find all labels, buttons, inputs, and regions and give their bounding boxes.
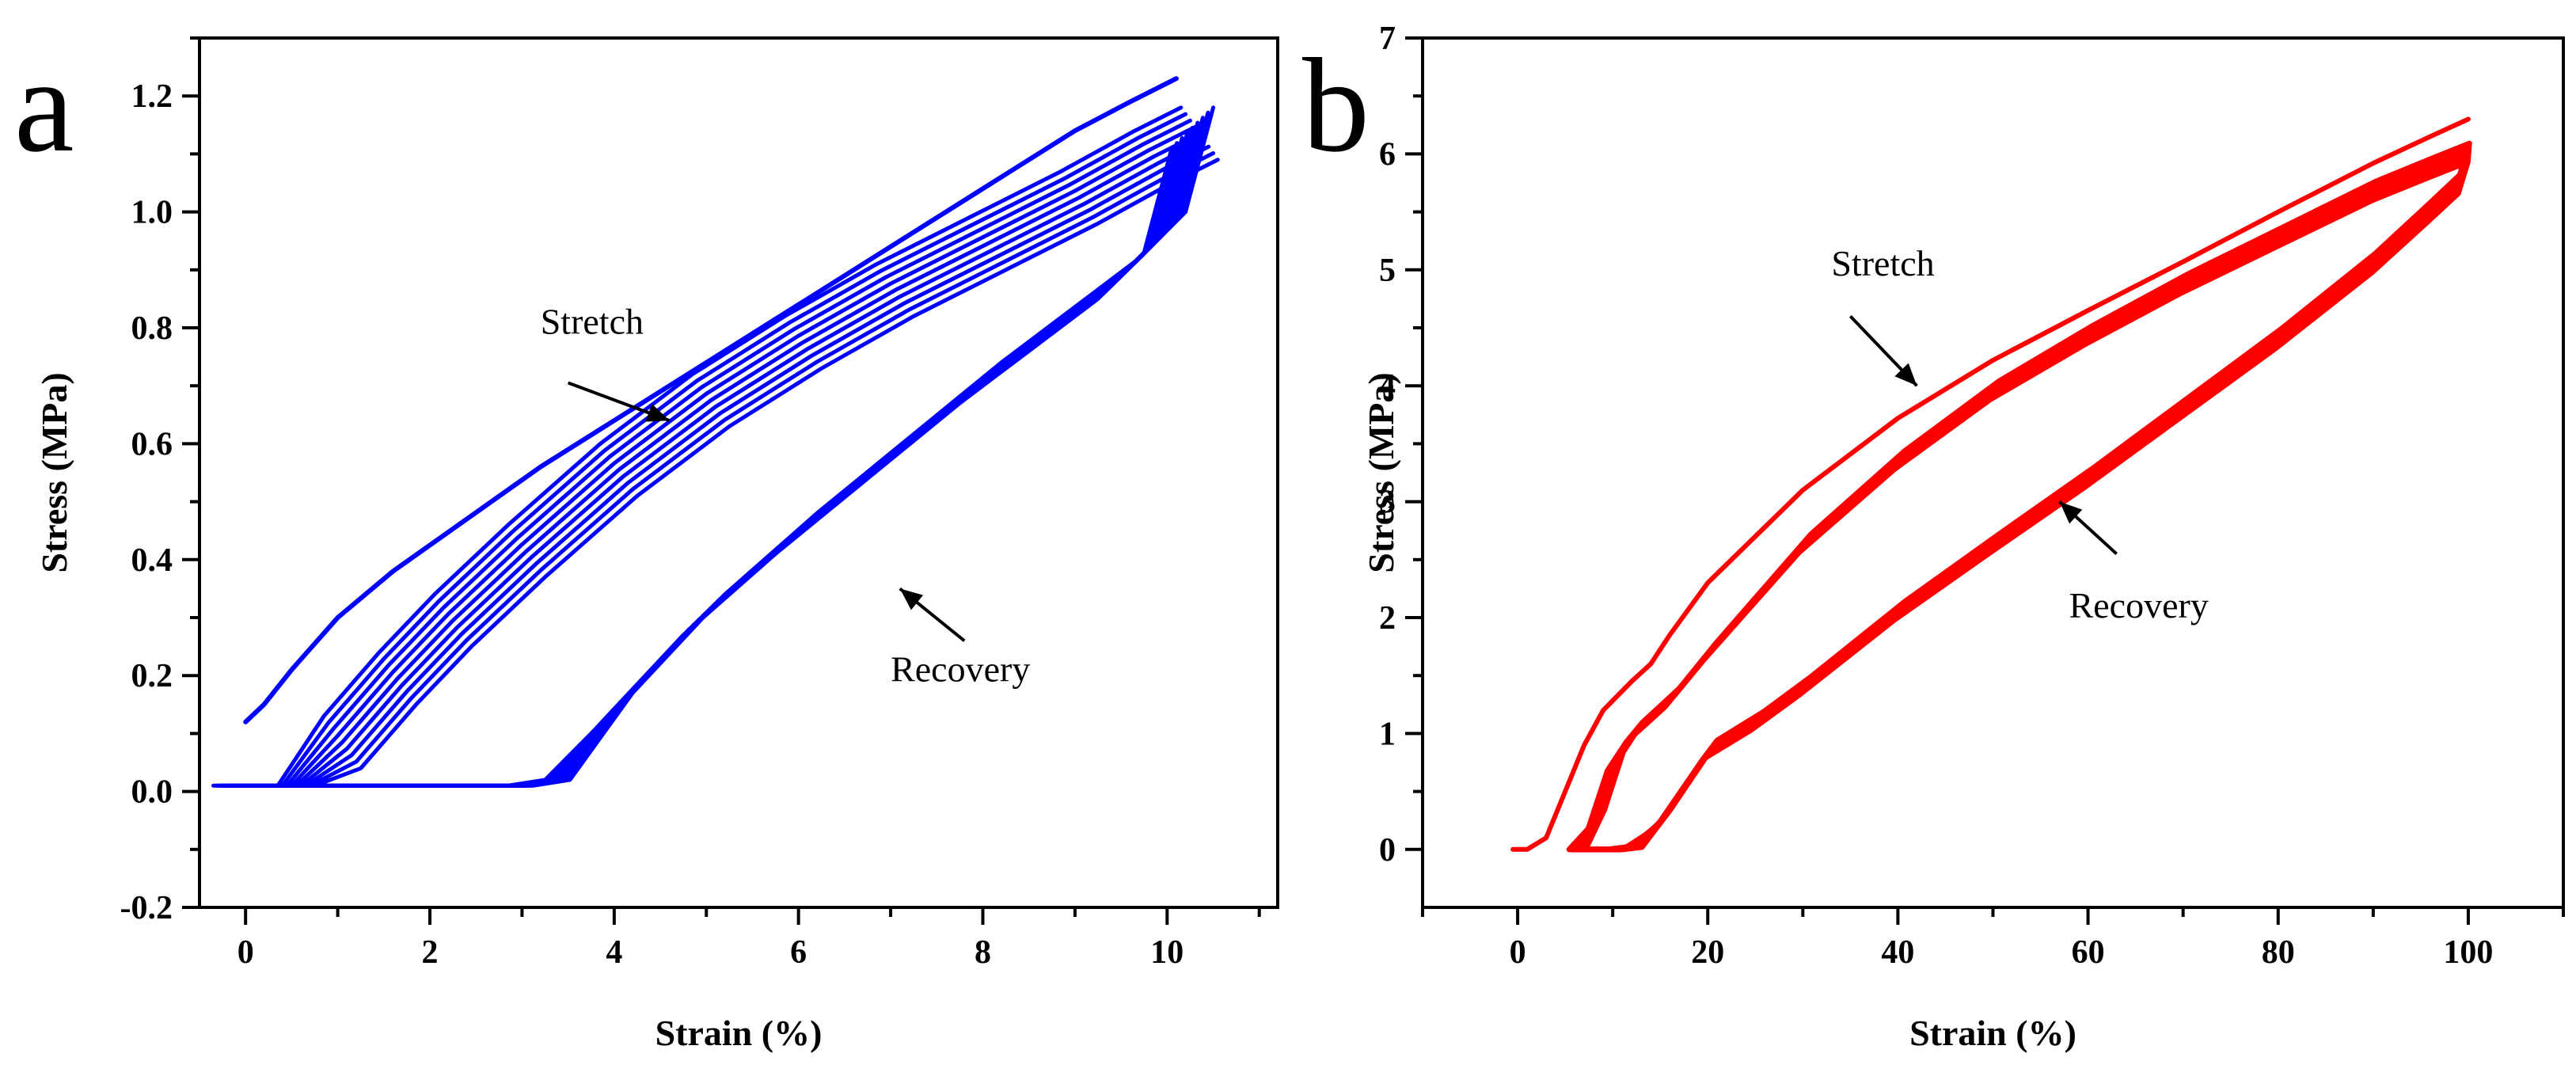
y-tick-label: 4 [1379, 368, 1396, 405]
y-tick-label: 1.2 [131, 78, 173, 115]
series-first-cycle-cycle-1 [1510, 116, 2471, 852]
series-stretch-band-cycle-3 [1570, 154, 2472, 853]
y-tick-label: 6 [1379, 136, 1396, 173]
y-tick-label: 0.6 [131, 426, 173, 462]
x-tick-label: 0 [237, 934, 254, 971]
series-recovery-band-cycle-1 [1566, 159, 2471, 853]
series-recovery-band-cycle-6 [226, 120, 1200, 788]
annotation-stretch: Stretch [1831, 243, 1934, 283]
y-tick-label: 3 [1379, 485, 1396, 521]
series-group [211, 76, 1220, 788]
series-recovery-band-cycle-4 [1572, 152, 2472, 853]
y-tick-label: 1 [1379, 716, 1396, 752]
y-tick-label: 0.4 [131, 542, 173, 579]
x-tick-label: 80 [2262, 934, 2295, 971]
y-axis-title: Stress (MPa) [34, 372, 74, 572]
x-tick-label: 6 [790, 934, 807, 971]
series-recovery-band-cycle-9 [1582, 140, 2472, 853]
x-tick-label: 4 [606, 934, 622, 971]
series-stretch-band-cycle-8 [280, 112, 1188, 788]
x-tick-label: 10 [1150, 934, 1184, 971]
annotation-arrow-head [2059, 501, 2083, 524]
x-tick-label: 0 [1510, 934, 1526, 971]
x-tick-label: 20 [1691, 934, 1724, 971]
series-group [1510, 116, 2472, 853]
series-recovery-band-cycle-9 [236, 105, 1216, 788]
x-axis-title: Strain (%) [1909, 1013, 2076, 1053]
annotation-recovery: Recovery [891, 649, 1030, 690]
x-tick-label: 2 [422, 934, 439, 971]
annotation-arrow-head [899, 588, 924, 610]
x-tick-label: 100 [2443, 934, 2493, 971]
series-stretch-band-cycle-1 [313, 158, 1220, 788]
series-stretch-band-cycle-1 [1566, 159, 2471, 853]
series-stretch-band-cycle-9 [275, 105, 1184, 788]
panel-a-stress-strain-chart: 0 2 4 6 8 10 -0.2 0.0 0.2 0.4 0.6 0.8 1.0 1.2 Strain (… [14, 31, 1279, 1053]
y-tick-label: 7 [1379, 21, 1396, 57]
annotation-arrow-head [1894, 363, 1917, 386]
y-tick-label: 5 [1379, 253, 1396, 289]
series-stretch-band-cycle-6 [289, 125, 1197, 788]
panel-b-stress-strain-chart: 0 20 40 60 80 100 0 1 2 3 4 5 6 7 Strain (%) Stress (MP… [1302, 21, 2565, 1053]
series-stretch-band-cycle-9 [1582, 140, 2472, 853]
plot-frame [198, 36, 1279, 909]
series-stretch-band-cycle-2 [308, 150, 1216, 788]
annotation-stretch: Stretch [541, 301, 644, 341]
series-first-cycle-cycle-1 [243, 76, 1179, 724]
series-stretch-band-cycle-4 [1572, 152, 2472, 853]
annotation-arrow-head [645, 404, 670, 422]
series-stretch-band-cycle-3 [303, 144, 1211, 788]
x-axis-title: Strain (%) [655, 1013, 823, 1053]
series-stretch-band-cycle-4 [298, 138, 1206, 788]
series-recovery-band-cycle-3 [1570, 154, 2472, 853]
x-tick-label: 40 [1881, 934, 1914, 971]
panel-letter: a [14, 31, 74, 180]
series-stretch-band-cycle-7 [285, 118, 1192, 788]
y-tick-label: 2 [1379, 600, 1396, 637]
plot-frame [1421, 36, 2565, 909]
series-recovery-band-cycle-2 [1568, 157, 2472, 853]
y-axis-title: Stress (MPa) [1361, 372, 1401, 572]
y-tick-label: 0 [1379, 832, 1396, 869]
series-stretch-band-cycle-5 [294, 131, 1202, 788]
series-stretch-band-cycle-2 [1568, 157, 2472, 853]
panel-letter: b [1302, 31, 1370, 180]
y-tick-label: 0.2 [131, 658, 173, 694]
y-tick-label: -0.2 [120, 890, 173, 926]
y-tick-label: 0.0 [131, 774, 173, 811]
annotation-recovery: Recovery [2069, 585, 2209, 626]
y-tick-label: 1.0 [131, 195, 173, 231]
y-tick-label: 0.8 [131, 310, 173, 347]
x-tick-label: 60 [2072, 934, 2105, 971]
x-tick-label: 8 [975, 934, 991, 971]
